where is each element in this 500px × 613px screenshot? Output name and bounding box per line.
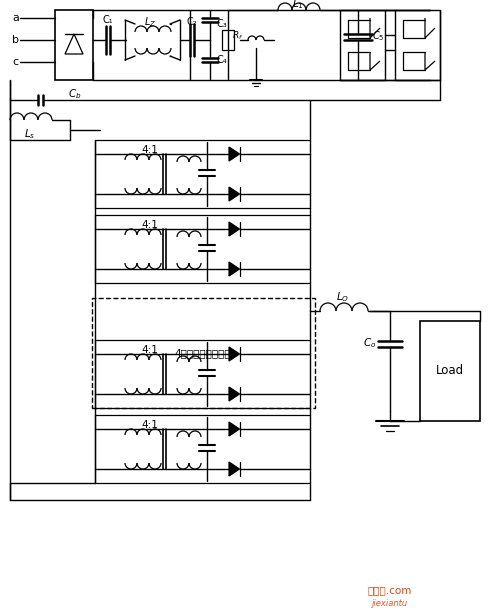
Polygon shape: [229, 262, 239, 276]
Polygon shape: [229, 147, 239, 161]
Text: $L_1$: $L_1$: [292, 0, 304, 11]
Text: C₂: C₂: [186, 17, 198, 27]
Text: 4:1: 4:1: [142, 220, 158, 230]
Text: b: b: [12, 35, 19, 45]
Text: $C_o$: $C_o$: [364, 336, 376, 350]
Text: a: a: [12, 13, 19, 23]
Text: 4:1: 4:1: [142, 420, 158, 430]
Text: $R_f$: $R_f$: [232, 30, 243, 42]
Bar: [395, 10, 440, 80]
Text: c: c: [12, 57, 18, 67]
Bar: [420, 321, 480, 421]
Polygon shape: [229, 387, 239, 401]
Text: $C_5$: $C_5$: [372, 29, 384, 43]
Text: jiexiantu: jiexiantu: [372, 598, 408, 607]
Text: C₁: C₁: [102, 15, 114, 25]
Bar: [340, 10, 385, 80]
Text: C₄: C₄: [216, 55, 228, 65]
Polygon shape: [229, 187, 239, 201]
Text: 接线图.com: 接线图.com: [368, 585, 412, 595]
Bar: [222, 30, 234, 50]
Text: C₃: C₃: [216, 19, 228, 29]
Text: 4:1: 4:1: [142, 145, 158, 155]
Polygon shape: [229, 347, 239, 361]
Polygon shape: [229, 222, 239, 236]
Bar: [92, 298, 315, 408]
Polygon shape: [229, 422, 239, 436]
Text: 4个相同变压器模块: 4个相同变压器模块: [174, 348, 232, 358]
Text: $L_Z$: $L_Z$: [144, 15, 156, 29]
Polygon shape: [229, 462, 239, 476]
Bar: [55, 10, 93, 80]
Text: 4:1: 4:1: [142, 345, 158, 355]
Text: $L_O$: $L_O$: [336, 290, 349, 304]
Text: $C_b$: $C_b$: [68, 87, 82, 101]
Text: Load: Load: [436, 365, 464, 378]
Text: $L_s$: $L_s$: [24, 127, 36, 141]
